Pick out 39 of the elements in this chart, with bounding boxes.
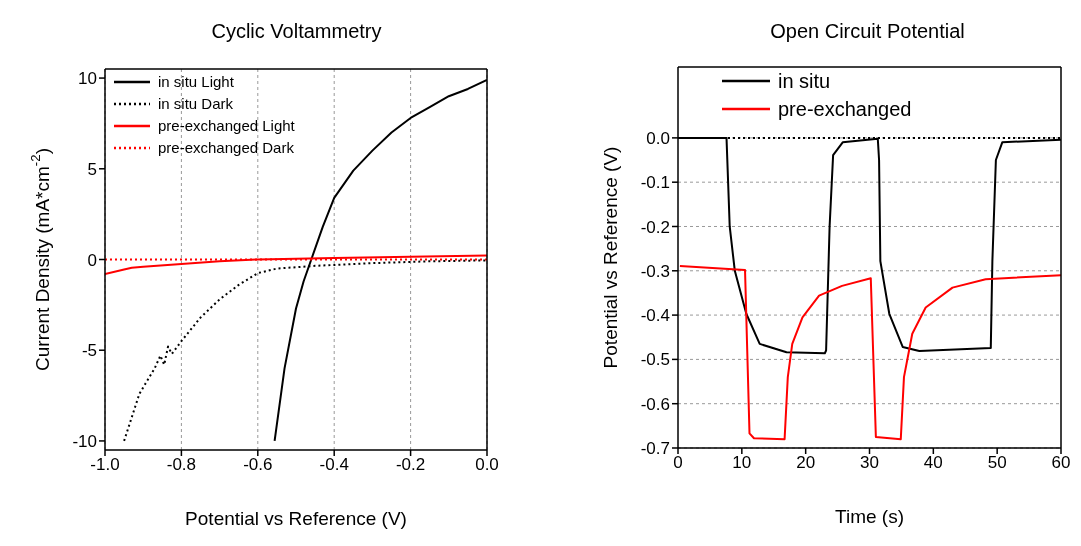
x-axis-title: Potential vs Reference (V) (185, 508, 407, 529)
legend-label: in situ Dark (158, 94, 234, 114)
x-tick-label: -0.2 (395, 455, 426, 475)
x-tick-label: 50 (987, 453, 1007, 473)
y-axis-title: Potential vs Reference (V) (600, 146, 622, 369)
y-tick-label: -0.1 (640, 173, 670, 193)
y-tick-label: 0.0 (646, 128, 670, 148)
x-tick-label: -0.8 (166, 455, 197, 475)
y-tick-label: 10 (78, 69, 97, 89)
x-tick-label: 40 (923, 453, 943, 473)
x-tick-label: -0.6 (243, 455, 273, 475)
x-tick-label: -0.4 (319, 455, 349, 475)
y-tick-label: -0.5 (640, 350, 670, 370)
chart-title: Cyclic Voltammetry (210, 20, 383, 43)
x-tick-label: 0.0 (475, 455, 499, 475)
chart-title: Open Circuit Potential (769, 20, 966, 43)
y-tick-label: -0.4 (640, 306, 670, 326)
y-tick-label: -0.7 (640, 439, 670, 459)
x-tick-label: 30 (860, 453, 879, 473)
line-series (105, 254, 487, 276)
y-tick-label: -0.3 (640, 261, 670, 281)
y-tick-label: 0 (87, 250, 97, 270)
y-tick-label: -0.6 (640, 394, 670, 414)
legend-label: in situ (778, 69, 831, 94)
x-axis-title: Time (s) (835, 506, 904, 527)
x-tick-label: 60 (1051, 453, 1071, 473)
legend-label: in situ Light (158, 72, 234, 92)
legend-label: pre-exchanged Light (158, 116, 295, 136)
x-tick-label: 10 (732, 453, 752, 473)
x-tick-label: 0 (673, 453, 683, 473)
x-tick-label: 20 (796, 453, 816, 473)
line-series (678, 264, 1061, 441)
y-tick-label: -0.2 (640, 217, 670, 237)
y-tick-label: -5 (81, 341, 97, 361)
legend-label: pre-exchanged Dark (158, 138, 294, 158)
y-tick-label: -10 (72, 431, 97, 451)
x-tick-label: -1.0 (90, 455, 120, 475)
y-tick-label: 5 (87, 159, 97, 179)
legend-label: pre-exchanged (778, 97, 912, 122)
